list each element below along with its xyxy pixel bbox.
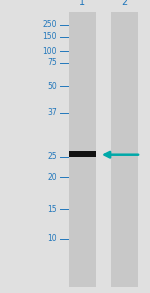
Text: 20: 20: [47, 173, 57, 182]
Text: 15: 15: [47, 205, 57, 214]
Text: 1: 1: [80, 0, 85, 7]
Text: 250: 250: [42, 21, 57, 29]
Bar: [69, 151, 96, 157]
Text: 150: 150: [42, 32, 57, 41]
Text: 75: 75: [47, 59, 57, 67]
Text: 100: 100: [42, 47, 57, 56]
Bar: [69, 12, 96, 287]
Bar: [111, 12, 138, 287]
Text: 10: 10: [47, 234, 57, 243]
Text: 37: 37: [47, 108, 57, 117]
Text: 25: 25: [47, 152, 57, 161]
Text: 2: 2: [121, 0, 128, 7]
Text: 50: 50: [47, 82, 57, 91]
